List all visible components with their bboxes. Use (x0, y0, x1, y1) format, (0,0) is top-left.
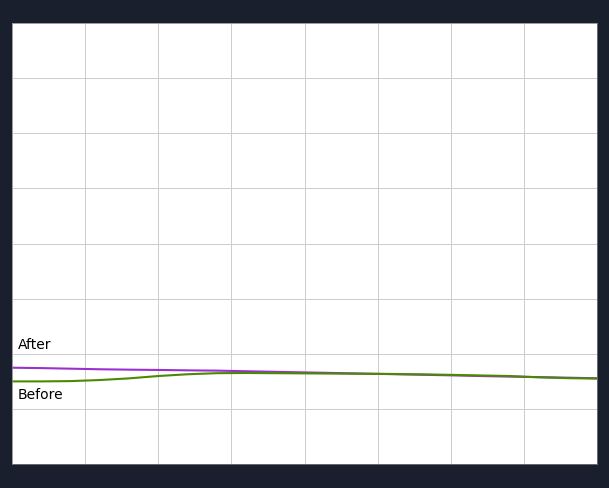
Text: Before: Before (18, 387, 64, 402)
Text: After: After (18, 337, 52, 351)
